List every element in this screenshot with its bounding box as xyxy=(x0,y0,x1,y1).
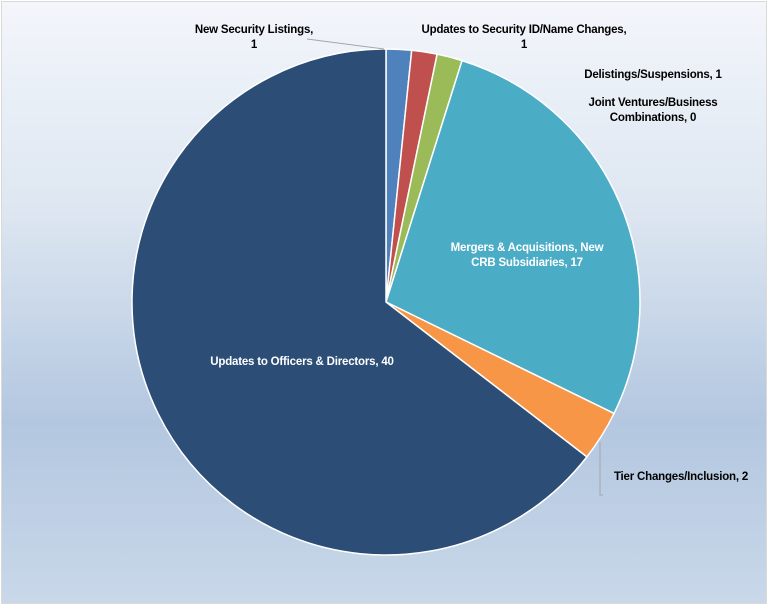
pie-slices xyxy=(131,48,641,556)
label-updates-security-id: Updates to Security ID/Name Changes, 1 xyxy=(416,23,632,53)
label-value: Combinations, 0 xyxy=(609,112,697,124)
pie-slice-mergers-acquisitions-new-crb-subsidiaries xyxy=(385,59,641,415)
label-delistings: Delistings/Suspensions, 1 xyxy=(568,68,738,83)
label-text: Mergers & Acquisitions, New xyxy=(450,242,604,254)
label-value: 1 xyxy=(250,39,258,51)
label-text: Delistings/Suspensions, 1 xyxy=(584,69,722,81)
label-mergers-acquisitions: Mergers & Acquisitions, New CRB Subsidia… xyxy=(437,241,617,271)
label-text: Tier Changes/Inclusion, 2 xyxy=(613,471,749,483)
label-tier-changes: Tier Changes/Inclusion, 2 xyxy=(606,470,756,485)
label-text: Updates to Security ID/Name Changes, xyxy=(421,24,627,36)
pie-slice-updates-to-officers-directors xyxy=(131,48,588,556)
leader-line-tier xyxy=(599,442,603,496)
label-value: 1 xyxy=(520,39,528,51)
label-new-security-listings: New Security Listings, 1 xyxy=(188,23,320,53)
label-officers-directors: Updates to Officers & Directors, 40 xyxy=(192,355,412,370)
label-text: Updates to Officers & Directors, 40 xyxy=(210,356,394,368)
label-joint-ventures: Joint Ventures/Business Combinations, 0 xyxy=(568,96,738,126)
label-text: New Security Listings, xyxy=(194,24,314,36)
label-text: Joint Ventures/Business xyxy=(588,97,718,109)
label-value: CRB Subsidiaries, 17 xyxy=(471,257,583,269)
leader-line-new-listings xyxy=(306,38,385,50)
